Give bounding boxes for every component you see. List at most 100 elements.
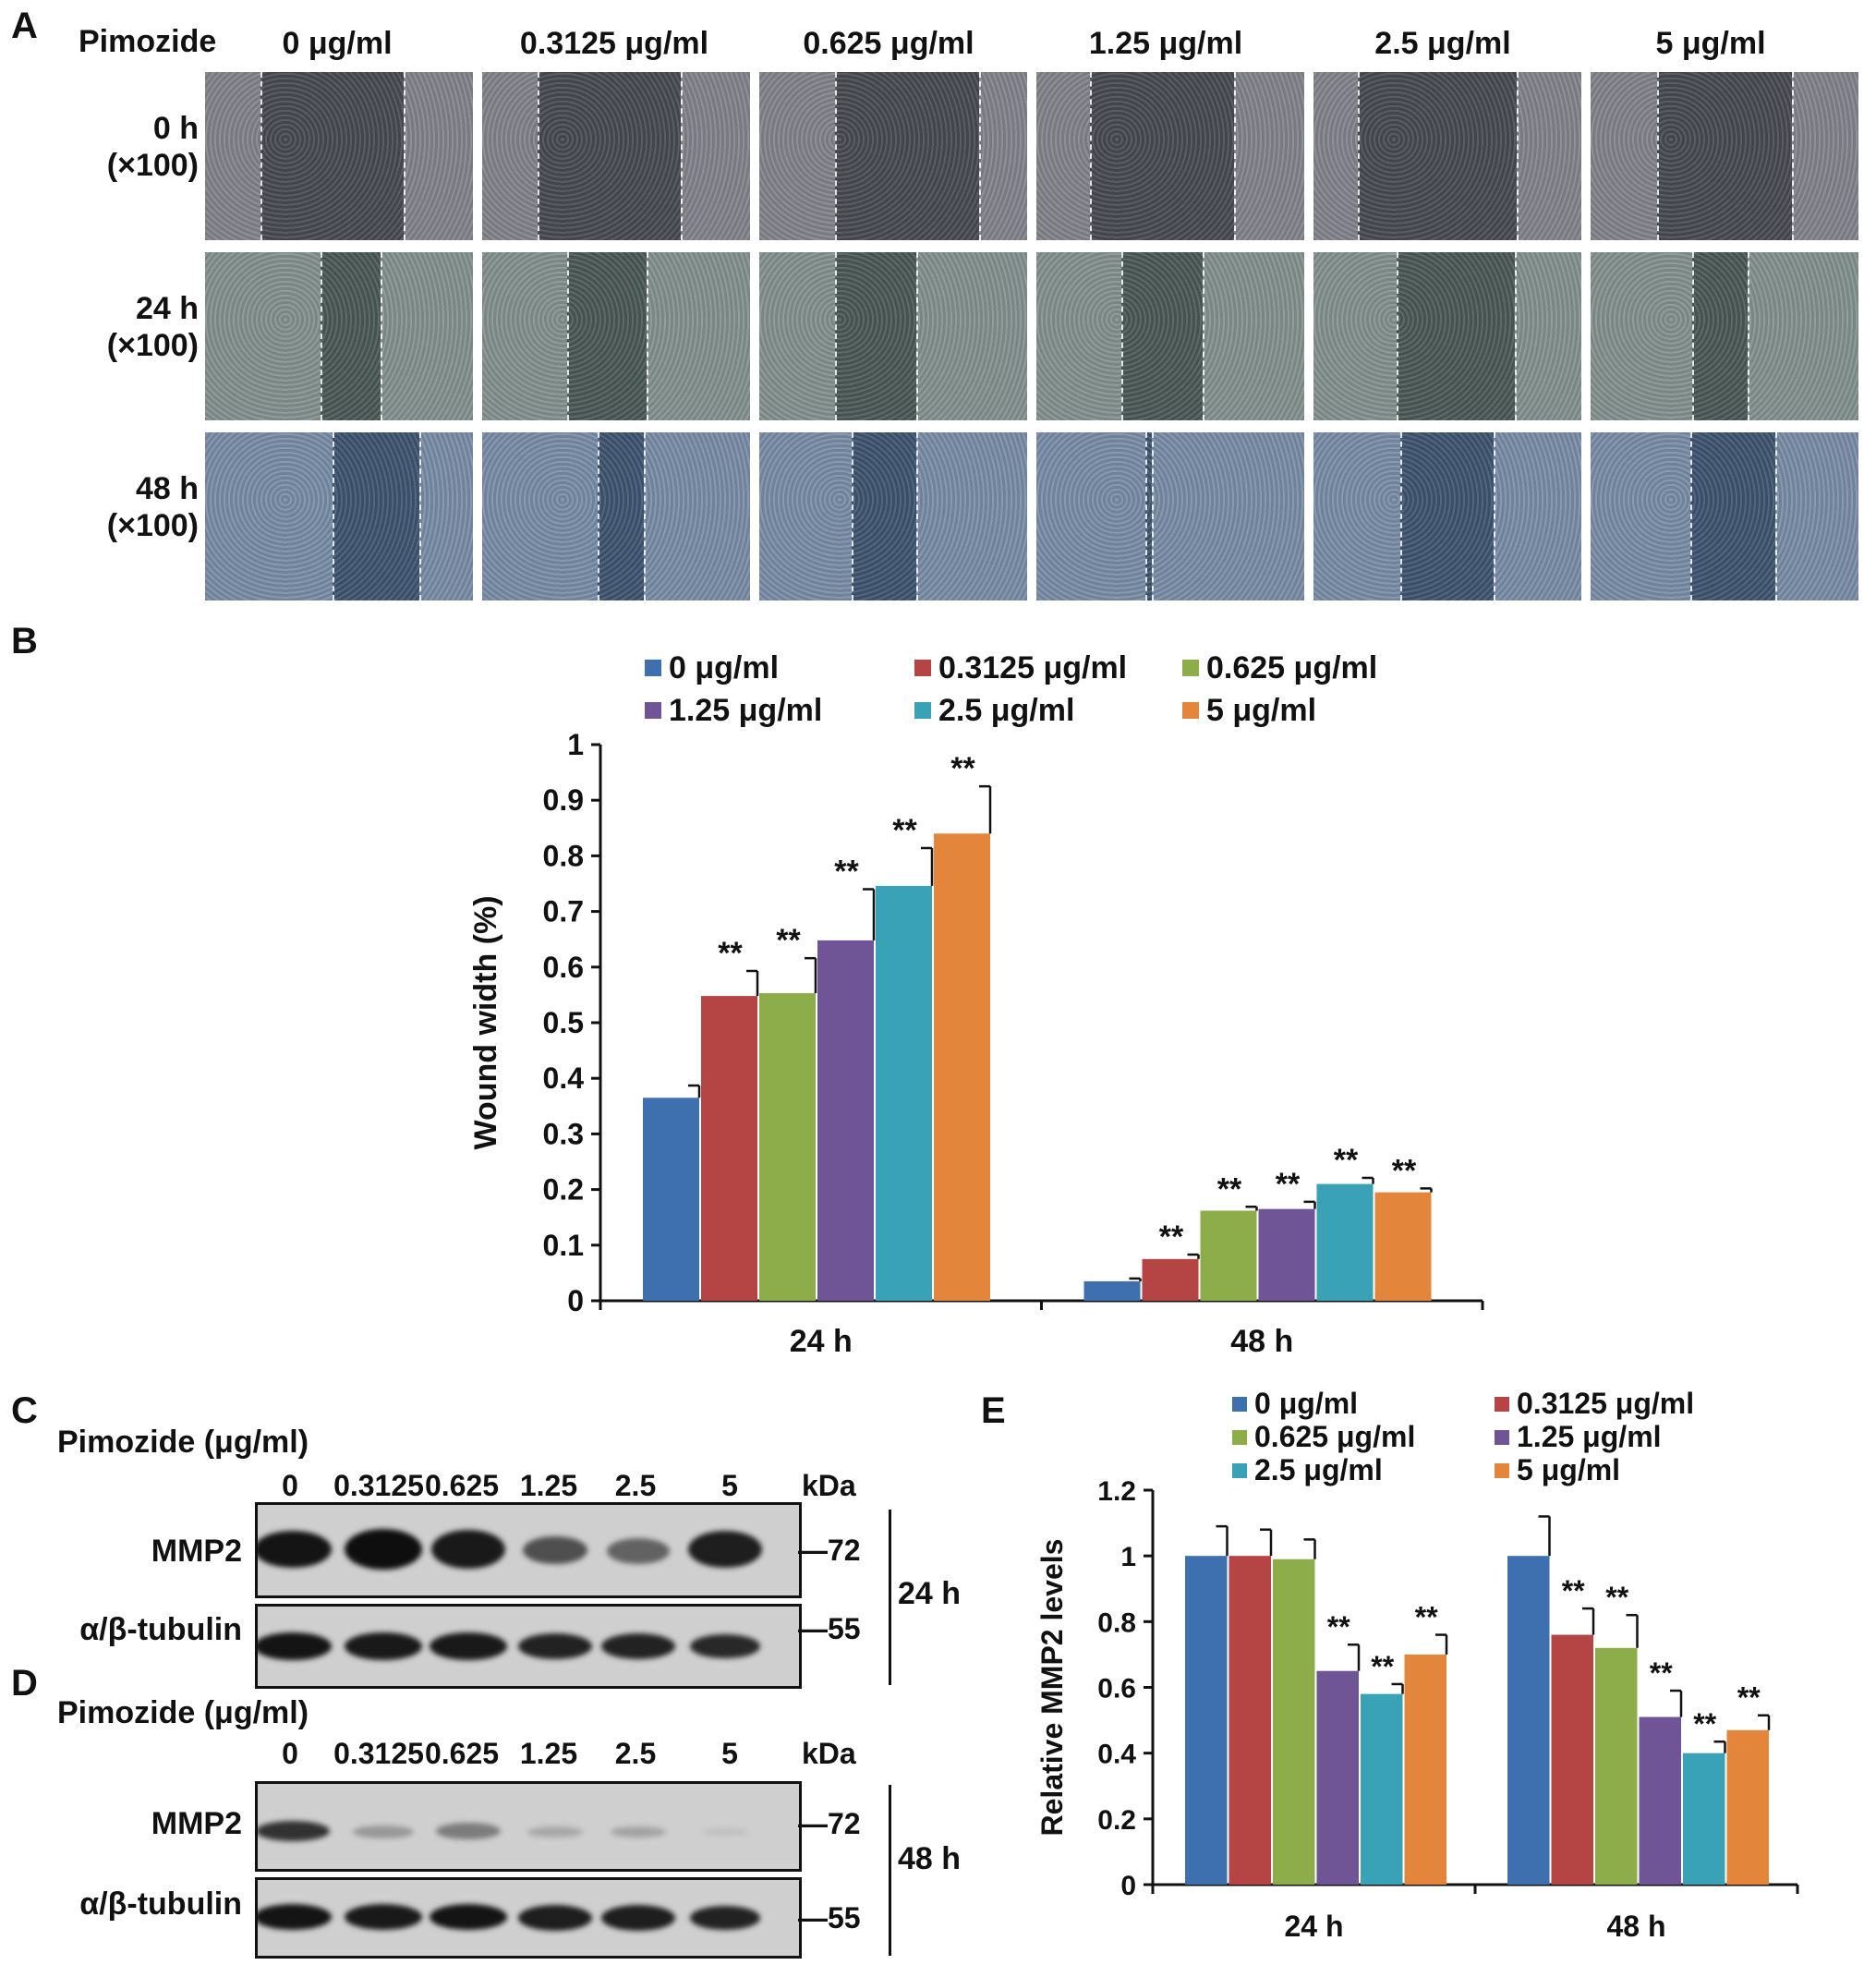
wound-edge-line	[1792, 72, 1794, 240]
chart-e-legend-label: 0.3125 μg/ml	[1517, 1387, 1694, 1420]
chart-e-category-label: 24 h	[1284, 1910, 1343, 1943]
micrograph-cell-texture	[205, 432, 473, 600]
chart-e-bar	[1595, 1647, 1638, 1885]
chart-b-significance-marker: **	[1334, 1143, 1359, 1178]
mmp2-band	[607, 1538, 670, 1564]
tubulin-band	[258, 1632, 332, 1660]
panel-d-marker-72-value: 72	[828, 1807, 861, 1840]
chart-b-significance-marker: **	[1276, 1167, 1301, 1202]
chart-e-y-tick-label: 0.2	[1097, 1805, 1136, 1836]
wound-edge-line	[1692, 252, 1694, 420]
chart-e-bar	[1726, 1729, 1769, 1885]
tubulin-band	[430, 1632, 507, 1660]
panel-d-lane-label: 0.625	[424, 1737, 500, 1770]
chart-e-y-tick-label: 1	[1120, 1542, 1136, 1572]
wound-edge-line	[598, 432, 599, 600]
panel-d-lane-label: 0	[282, 1737, 298, 1770]
micrograph-cell-texture	[205, 252, 473, 420]
panel-c-mmp2-label: MMP2	[151, 1534, 242, 1569]
wound-edge-line	[1517, 72, 1519, 240]
row-magnification-label: (×100)	[106, 148, 199, 183]
chart-b-bar	[1142, 1258, 1199, 1301]
wound-edge-line	[1121, 252, 1123, 420]
micrograph-cell-texture	[1036, 432, 1304, 600]
chart-b-bar	[817, 940, 874, 1301]
panel-c-lane-label: 2.5	[614, 1469, 657, 1502]
concentration-header: 0 μg/ml	[282, 26, 393, 61]
wound-edge-line	[1775, 432, 1777, 600]
chart-e-legend-label: 0 μg/ml	[1254, 1387, 1358, 1420]
chart-e-significance-marker: **	[1650, 1656, 1673, 1690]
panel-c-marker-72: —72	[798, 1534, 861, 1567]
wound-edge-line	[1748, 252, 1749, 420]
micrograph-cell-texture	[1313, 252, 1581, 420]
wound-edge-line	[1090, 72, 1092, 240]
chart-e-legend-swatch	[1495, 1463, 1509, 1478]
wound-edge-line	[1145, 432, 1147, 600]
micrograph	[1036, 252, 1304, 420]
panel-d-kda: kDa	[802, 1737, 856, 1770]
chart-e-y-tick-label: 0.8	[1097, 1607, 1136, 1638]
micrograph-cell-texture	[205, 72, 473, 240]
micrograph-cell-texture	[1036, 72, 1304, 240]
panel-d-lane-label: 5	[721, 1737, 738, 1770]
wound-edge-line	[1657, 72, 1659, 240]
panel-d-tubulin-blot	[255, 1877, 802, 1959]
chart-b-y-tick-label: 0.5	[543, 1006, 584, 1039]
tubulin-band	[345, 1904, 422, 1930]
chart-b-bar	[934, 833, 990, 1301]
tubulin-band	[518, 1905, 592, 1931]
micrograph	[482, 432, 750, 600]
chart-b-bar	[1316, 1183, 1374, 1301]
micrograph-cell-texture	[482, 252, 750, 420]
chart-e-y-tick-label: 1.2	[1097, 1476, 1136, 1507]
micrograph	[482, 252, 750, 420]
micrograph-cell-texture	[482, 432, 750, 600]
wound-edge-line	[681, 72, 683, 240]
chart-e-significance-marker: **	[1327, 1610, 1350, 1644]
chart-b-legend-label: 0.3125 μg/ml	[938, 650, 1127, 685]
chart-b-legend-label: 0.625 μg/ml	[1206, 650, 1377, 685]
wound-edge-line	[1690, 432, 1692, 600]
micrograph-cell-texture	[1591, 72, 1858, 240]
micrograph	[1036, 432, 1304, 600]
chart-b-legend-swatch	[914, 660, 931, 676]
micrograph	[759, 72, 1027, 240]
micrograph	[205, 252, 473, 420]
panel-c-letter: C	[11, 1390, 38, 1431]
chart-e-bar	[1273, 1559, 1315, 1885]
panel-d-lane-label: 0.3125	[333, 1737, 424, 1770]
tubulin-band	[690, 1634, 760, 1658]
wound-edge-line	[1358, 72, 1360, 240]
wound-edge-line	[1203, 252, 1204, 420]
chart-e-y-tick-label: 0.6	[1097, 1674, 1136, 1704]
chart-e-legend-label: 5 μg/ml	[1517, 1453, 1620, 1486]
chart-e-legend-swatch	[1232, 1397, 1247, 1412]
chart-e-significance-marker: **	[1693, 1707, 1716, 1741]
panel-b-letter: B	[11, 621, 38, 661]
concentration-header: 5 μg/ml	[1655, 26, 1766, 61]
tubulin-band	[258, 1904, 332, 1930]
wound-edge-line	[835, 72, 837, 240]
concentration-header: 1.25 μg/ml	[1088, 26, 1243, 61]
chart-b-significance-marker: **	[892, 813, 917, 848]
chart-b-significance-marker: **	[1217, 1171, 1242, 1207]
chart-b-bar	[1083, 1280, 1141, 1301]
row-time-label: 24 h	[135, 291, 199, 326]
chart-b-y-tick-label: 0.7	[543, 895, 584, 928]
chart-b-bar	[759, 993, 816, 1301]
tubulin-band	[601, 1905, 675, 1931]
panel-c-bracket	[889, 1510, 891, 1685]
chart-b-legend-swatch	[1182, 660, 1199, 676]
wound-edge-line	[647, 252, 648, 420]
chart-b-legend-swatch	[914, 702, 931, 719]
panel-d-time: 48 h	[898, 1841, 962, 1876]
wound-edge-line	[381, 252, 382, 420]
micrograph-cell-texture	[1591, 252, 1858, 420]
micrograph	[205, 432, 473, 600]
chart-e-bar	[1316, 1670, 1359, 1885]
chart-b-category-label: 48 h	[1230, 1324, 1293, 1359]
chart-b-y-tick-label: 0.9	[543, 783, 584, 817]
chart-e-bar	[1551, 1634, 1593, 1885]
wound-edge-line	[644, 432, 646, 600]
